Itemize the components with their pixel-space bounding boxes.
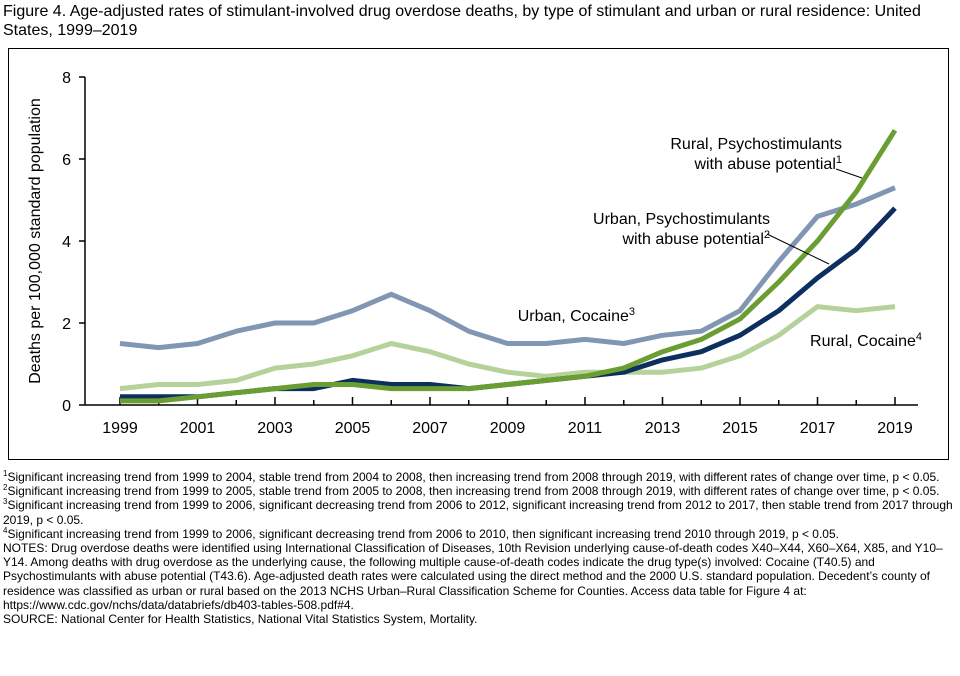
- y-tick-label: 6: [62, 152, 71, 169]
- label-rural-cocaine: Rural, Cocaine4: [810, 331, 922, 350]
- footnote-text: NOTES: Drug overdose deaths were identif…: [3, 541, 943, 612]
- footnote-text: Significant increasing trend from 1999 t…: [7, 484, 940, 499]
- series-line: [120, 128, 898, 404]
- x-tick-label: 1999: [102, 420, 138, 437]
- line-chart: 0 2 4 6 8 1999 2001 2003 2005 2007 2009 2011 2013 201…: [27, 70, 922, 437]
- x-tick-label: 2015: [722, 420, 758, 437]
- y-tick-label: 8: [62, 70, 71, 87]
- x-tick-label: 2001: [180, 420, 216, 437]
- x-tick-label: 2011: [568, 420, 603, 437]
- x-tick-label: 2009: [490, 420, 526, 437]
- footnotes: 1Significant increasing trend from 1999 …: [3, 469, 958, 627]
- x-tick-label: 2019: [877, 420, 913, 437]
- y-tick-label: 4: [62, 234, 71, 251]
- footnote: 4Significant increasing trend from 1999 …: [3, 525, 958, 541]
- series-line: [120, 206, 897, 400]
- footnote: NOTES: Drug overdose deaths were identif…: [3, 541, 958, 612]
- footnote-marker: 1: [3, 469, 8, 478]
- y-tick-label: 2: [62, 316, 71, 333]
- footnote-text: SOURCE: National Center for Health Stati…: [3, 612, 478, 627]
- series-line: [119, 304, 896, 392]
- footnote-text: Significant increasing trend from 1999 t…: [7, 470, 940, 484]
- footnote: 3Significant increasing trend from 1999 …: [3, 497, 958, 527]
- x-tick-label: 2007: [412, 420, 448, 437]
- x-tick-label: 2005: [335, 420, 371, 437]
- label-rural-psychostimulants: Rural, Psychostimulants with abuse potent…: [670, 136, 842, 173]
- label-urban-cocaine: Urban, Cocaine3: [518, 306, 635, 325]
- footnote: 2Significant increasing trend from 1999 …: [3, 483, 958, 499]
- footnote-marker: 2: [3, 483, 8, 493]
- series-line: [119, 185, 896, 351]
- x-tick-label: 2013: [645, 420, 681, 437]
- leader-line: [835, 168, 863, 179]
- x-tick-label: 2003: [257, 420, 293, 437]
- footnote: SOURCE: National Center for Health Stati…: [3, 612, 958, 626]
- figure-title: Figure 4. Age-adjusted rates of stimulan…: [3, 3, 921, 39]
- footnote-marker: 4: [3, 525, 8, 535]
- footnote-text: Significant increasing trend from 1999 t…: [7, 526, 839, 541]
- footnote-marker: 3: [3, 497, 8, 507]
- footnote: 1Significant increasing trend from 1999 …: [3, 469, 958, 485]
- x-tick-label: 2017: [800, 420, 836, 437]
- label-urban-psychostimulants: Urban, Psychostimulants with abuse potent…: [593, 211, 770, 248]
- footnote-text: Significant increasing trend from 1999 t…: [3, 498, 953, 527]
- chart-frame: [8, 48, 949, 460]
- y-tick-label: 0: [62, 398, 71, 415]
- leader-line: [766, 233, 830, 265]
- y-axis-label: Deaths per 100,000 standard population: [27, 98, 44, 384]
